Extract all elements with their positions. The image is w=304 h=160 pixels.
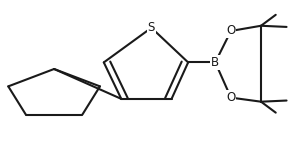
Text: S: S [148, 21, 155, 34]
Text: O: O [226, 24, 236, 37]
Text: B: B [211, 56, 219, 69]
Text: O: O [226, 91, 236, 104]
